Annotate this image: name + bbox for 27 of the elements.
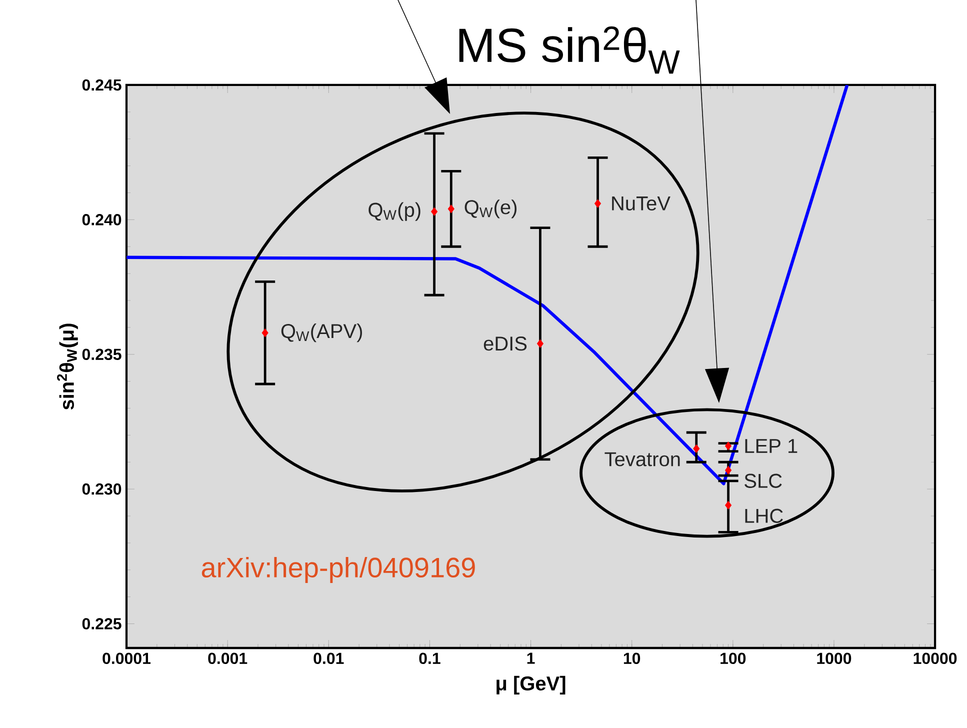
annotation: arXiv:hep-ph/0409169 [202, 556, 475, 584]
x-tick-label: 10000 [914, 652, 957, 664]
x-tick-label: 0.0001 [102, 652, 151, 664]
x-tick-label: 1 [527, 652, 535, 664]
y-tick-label: 0.245 [82, 79, 122, 91]
y-axis-title: sin$^{2}$θ$_{W}$(μ) [57, 324, 78, 410]
annotation: Q$_{W}$(APV) [281, 324, 362, 342]
text: MS sin$^{2}$θ$_{W}$ [459, 26, 680, 74]
annotation: Q$_{W}$(e) [464, 200, 516, 218]
annotation: Tevatron [604, 452, 680, 466]
y-tick-label: 0.235 [82, 348, 122, 360]
x-tick-label: 0.001 [208, 652, 248, 664]
y-tick-label: 0.230 [82, 483, 122, 495]
x-axis-title: μ [GeV] [496, 676, 566, 694]
y-tick-label: 0.225 [82, 618, 122, 630]
x-tick-label: 100 [720, 652, 746, 664]
annotation: SLC [744, 474, 782, 488]
annotation: NuTeV [612, 196, 670, 210]
x-tick-label: 10 [624, 652, 640, 664]
annotation: Q$_{W}$(p) [368, 202, 420, 221]
x-tick-label: 1000 [817, 652, 852, 664]
x-tick-label: 0.1 [419, 652, 440, 664]
annotation: LEP 1 [745, 439, 798, 453]
x-tick-label: 0.01 [314, 652, 344, 664]
annotation: LHC [745, 508, 783, 523]
annotation: eDIS [484, 336, 527, 351]
y-tick-label: 0.240 [82, 214, 122, 226]
